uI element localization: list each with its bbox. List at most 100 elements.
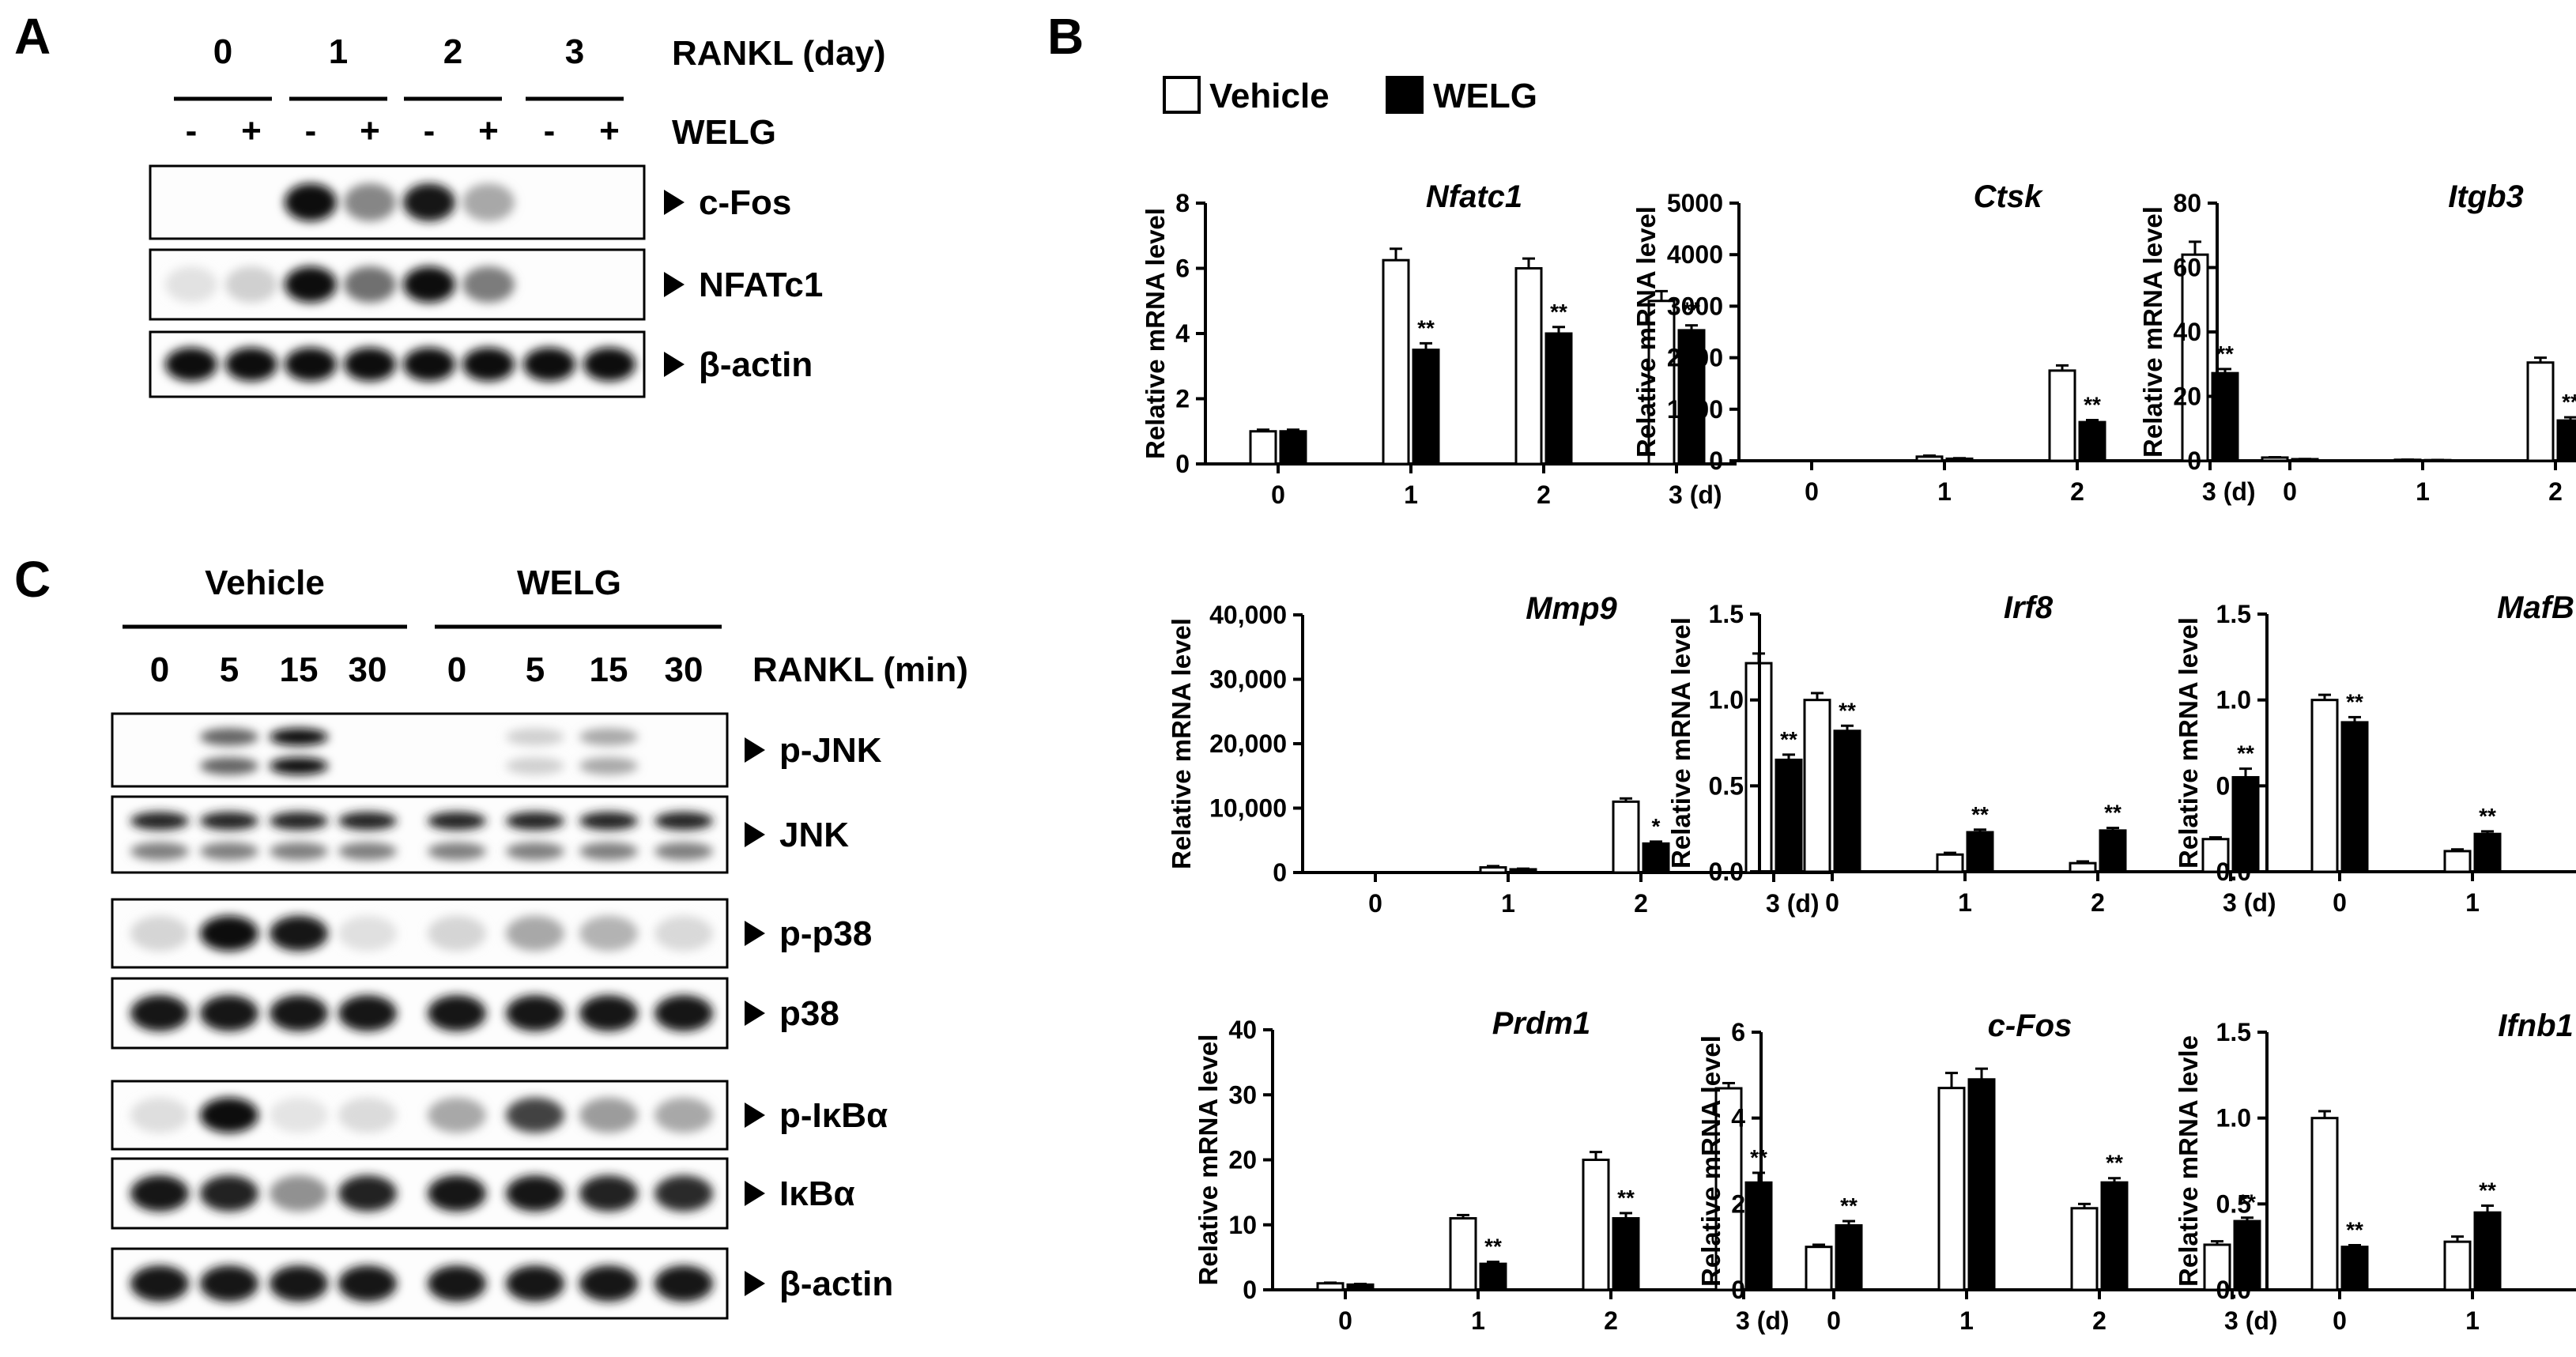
beta-actin-blot-c-band-3 <box>270 1265 328 1302</box>
chart-c-fos-bar-vehicle-0 <box>1805 1246 1833 1291</box>
minute-label-8: 30 <box>665 650 703 689</box>
welg-sign-3: - <box>305 111 317 150</box>
chart-itgb3-xtick-label-0: 0 <box>2283 477 2297 506</box>
chart-ctsk-xtick-label-1: 1 <box>1937 477 1952 506</box>
chart-itgb3-bar-welg-2 <box>2556 419 2576 462</box>
chart-mmp9-xtick-label-3: 3 (d) <box>1766 889 1820 918</box>
chart-irf8-bar-welg-1 <box>1966 831 1994 873</box>
chart-c-fos-sig-0: ** <box>1840 1193 1858 1218</box>
welg-sign-1: - <box>186 111 198 150</box>
jnk-blot-band-2-2 <box>200 842 258 861</box>
day-label-3: 3 <box>565 32 584 71</box>
chart-nfatc1-ytick-label-1: 2 <box>1175 385 1190 413</box>
chart-ctsk-bar-vehicle-1 <box>1915 455 1944 462</box>
legend-vehicle-swatch <box>1163 76 1201 114</box>
chart-nfatc1-bar-welg-3 <box>1677 329 1706 466</box>
p-p38-blot-band-1 <box>130 915 189 952</box>
p-ikba-blot: p-IκBα <box>111 1080 888 1151</box>
chart-ifnb1-ylabel: Relative mRNA levle <box>2174 1035 2203 1287</box>
chart-mmp9-sig-2: * <box>1652 814 1661 839</box>
welg-sign-2: + <box>241 111 262 150</box>
minute-label-4: 30 <box>349 650 387 689</box>
panel-c-vehicle-label: Vehicle <box>205 564 325 602</box>
chart-mmp9-xtick-label-2: 2 <box>1634 889 1648 918</box>
welg-sign-8: + <box>599 111 620 150</box>
chart-prdm1-xtick-label-2: 2 <box>1604 1306 1618 1335</box>
p-p38-blot-band-8 <box>654 915 713 952</box>
chart-ifnb1-bar-welg-1 <box>2473 1211 2502 1291</box>
chart-itgb3-xtick-label-2: 2 <box>2548 477 2563 506</box>
chart-ifnb1-ytick-label-0: 0.0 <box>2216 1276 2251 1304</box>
c-fos-blot-label: c-Fos <box>699 183 791 222</box>
p-ikba-blot-band-7 <box>579 1097 638 1133</box>
chart-nfatc1-ytick-label-4: 8 <box>1175 189 1190 217</box>
chart-irf8-sig-3: ** <box>2237 741 2254 766</box>
panel-a-welg-label: WELG <box>672 113 776 152</box>
c-fos-blot-band-5 <box>403 183 455 221</box>
chart-mafb-bar-vehicle-0 <box>2310 699 2339 873</box>
chart-irf8-xtick-label-1: 1 <box>1958 888 1972 917</box>
panel-a-letter: A <box>14 8 51 65</box>
p-jnk-blot-arrow-icon <box>745 737 765 763</box>
chart-itgb3-xtick-label-1: 1 <box>2416 477 2430 506</box>
chart-irf8-sig-2: ** <box>2104 801 2122 825</box>
chart-mafb-ytick-label-2: 1.0 <box>2216 686 2251 714</box>
minute-label-6: 5 <box>526 650 545 689</box>
chart-ifnb1-xtick-label-1: 1 <box>2465 1306 2480 1335</box>
chart-prdm1-bar-welg-1 <box>1479 1262 1507 1291</box>
chart-prdm1-sig-2: ** <box>1617 1185 1635 1210</box>
chart-ctsk-bar-welg-2 <box>2078 420 2106 462</box>
chart-irf8-sig-1: ** <box>1971 802 1989 827</box>
p-jnk-blot-band-7-1 <box>579 728 638 746</box>
day-label-0: 0 <box>213 32 232 71</box>
p-ikba-blot-band-2 <box>200 1097 258 1133</box>
chart-itgb3-bar-vehicle-2 <box>2526 361 2555 462</box>
chart-nfatc1-sig-3: ** <box>1683 298 1700 322</box>
chart-itgb3-ytick-label-4: 80 <box>2173 189 2201 217</box>
chart-ifnb1-ytick-label-3: 1.5 <box>2216 1018 2251 1046</box>
chart-irf8-ytick-label-2: 1.0 <box>1709 686 1744 714</box>
chart-c-fos-xtick-label-1: 1 <box>1959 1306 1974 1335</box>
nfatc1-blot-label: NFATc1 <box>699 266 823 304</box>
jnk-blot: JNK <box>111 795 849 874</box>
chart-ctsk-bar-vehicle-3 <box>2181 253 2209 462</box>
minute-label-3: 15 <box>280 650 319 689</box>
chart-mafb-sig-1: ** <box>2479 804 2496 828</box>
c-fos-blot-frame <box>149 164 646 240</box>
chart-irf8-ytick-label-0: 0.0 <box>1709 858 1744 886</box>
ikba-blot-band-7 <box>579 1175 638 1212</box>
chart-irf8-xtick-label-3: 3 (d) <box>2223 888 2276 917</box>
beta-actin-blot-c-band-8 <box>654 1265 713 1302</box>
jnk-blot-band-8-2 <box>654 842 713 861</box>
chart-c-fos-ytick-label-2: 4 <box>1731 1104 1745 1133</box>
jnk-blot-band-3-2 <box>270 842 328 861</box>
ikba-blot-band-5 <box>428 1175 486 1212</box>
p-ikba-blot-arrow-icon <box>745 1103 765 1128</box>
chart-mmp9-xtick-label-0: 0 <box>1368 889 1382 918</box>
p-jnk-blot-band-2-1 <box>200 728 258 746</box>
chart-mmp9-ylabel: Relative mRNA level <box>1167 618 1196 869</box>
jnk-blot-band-6-2 <box>506 842 564 861</box>
jnk-blot-arrow-icon <box>745 822 765 847</box>
p-p38-blot: p-p38 <box>111 898 872 969</box>
chart-ifnb1-ytick-label-2: 1.0 <box>2216 1104 2251 1133</box>
minute-label-1: 0 <box>150 650 169 689</box>
nfatc1-blot-band-4 <box>344 266 396 303</box>
chart-mmp9-ytick-label-2: 20,000 <box>1209 729 1287 758</box>
beta-actin-blot-a-band-4 <box>344 347 396 382</box>
chart-ctsk-xtick-label-2: 2 <box>2070 477 2084 506</box>
chart-mafb-xtick-label-0: 0 <box>2333 888 2347 917</box>
p38-blot-label: p38 <box>779 994 839 1033</box>
p-jnk-blot-band-6-1 <box>506 728 564 746</box>
chart-irf8-xtick-label-0: 0 <box>1825 888 1839 917</box>
chart-nfatc1-sig-1: ** <box>1417 315 1435 340</box>
chart-mmp9-ytick-label-1: 10,000 <box>1209 794 1287 823</box>
beta-actin-blot-c-arrow-icon <box>745 1271 765 1296</box>
p-ikba-blot-band-8 <box>654 1097 713 1133</box>
nfatc1-blot-band-2 <box>225 266 277 303</box>
p38-blot-band-2 <box>200 995 258 1031</box>
panel-a-rankl-label: RANKL (day) <box>672 34 886 73</box>
p-p38-blot-band-7 <box>579 915 638 952</box>
